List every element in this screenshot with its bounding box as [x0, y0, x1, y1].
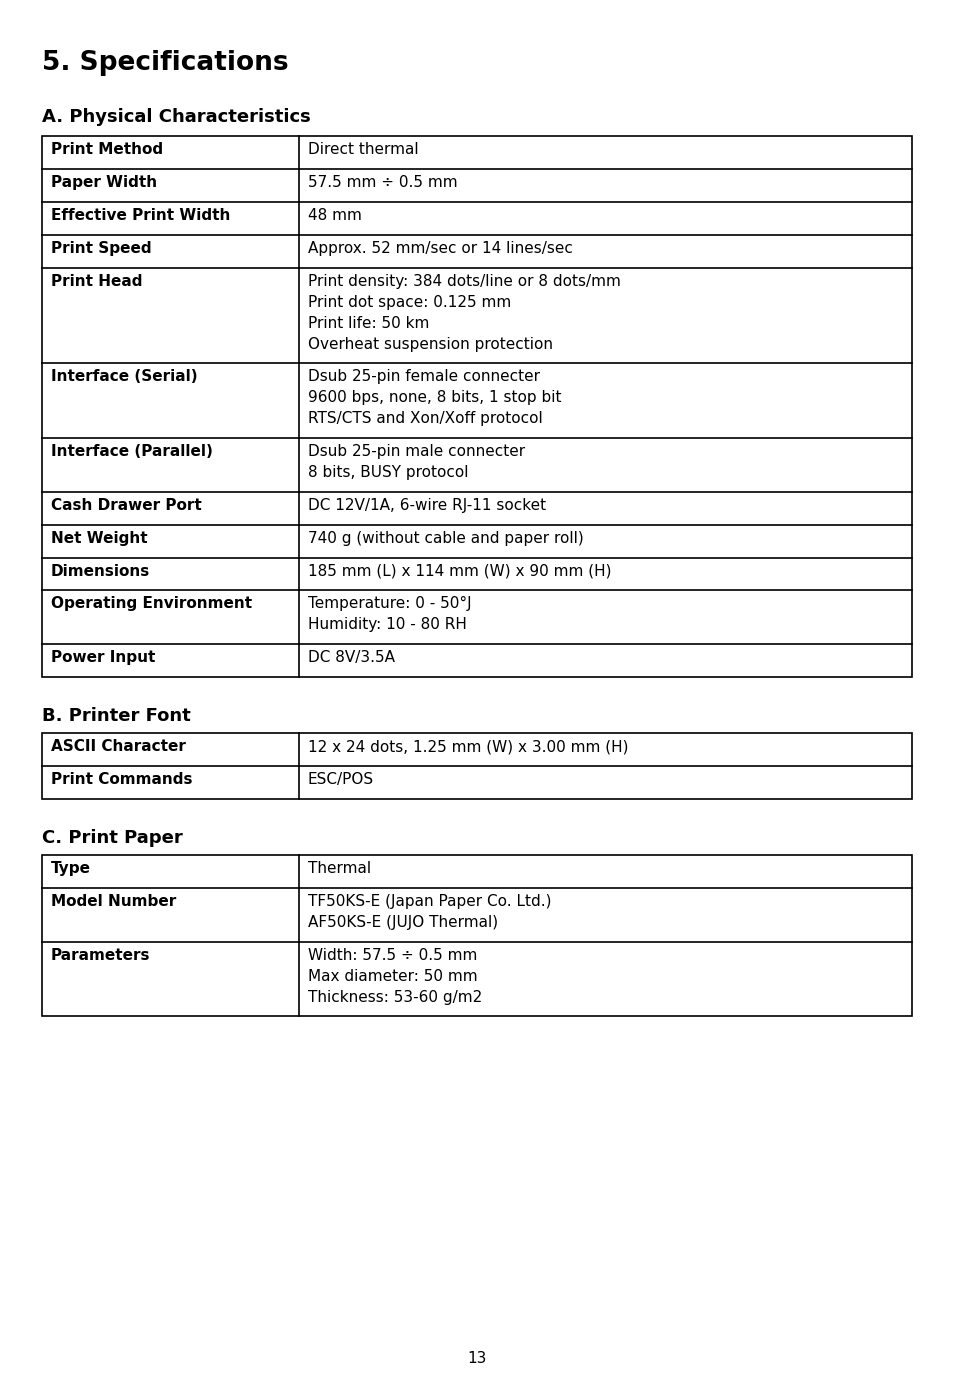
Text: Paper Width: Paper Width [51, 175, 157, 190]
Bar [42, 855, 911, 1016]
Text: Operating Environment: Operating Environment [51, 597, 252, 611]
Text: Print Method: Print Method [51, 142, 163, 157]
Text: Thermal: Thermal [307, 861, 371, 876]
Text: B. Printer Font: B. Printer Font [42, 706, 191, 725]
Text: Print density: 384 dots/line or 8 dots/mm
Print dot space: 0.125 mm
Print life: : Print density: 384 dots/line or 8 dots/m… [307, 273, 619, 351]
Text: Interface (Serial): Interface (Serial) [51, 369, 197, 384]
Text: 12 x 24 dots, 1.25 mm (W) x 3.00 mm (H): 12 x 24 dots, 1.25 mm (W) x 3.00 mm (H) [307, 738, 627, 754]
Text: 740 g (without cable and paper roll): 740 g (without cable and paper roll) [307, 530, 583, 545]
Text: Temperature: 0 - 50°J
Humidity: 10 - 80 RH: Temperature: 0 - 50°J Humidity: 10 - 80 … [307, 597, 471, 633]
Text: Print Head: Print Head [51, 273, 142, 289]
Text: TF50KS-E (Japan Paper Co. Ltd.)
AF50KS-E (JUJO Thermal): TF50KS-E (Japan Paper Co. Ltd.) AF50KS-E… [307, 894, 551, 930]
Text: 48 mm: 48 mm [307, 208, 361, 223]
Text: Width: 57.5 ÷ 0.5 mm
Max diameter: 50 mm
Thickness: 53-60 g/m2: Width: 57.5 ÷ 0.5 mm Max diameter: 50 mm… [307, 948, 481, 1005]
Text: Direct thermal: Direct thermal [307, 142, 417, 157]
Text: Power Input: Power Input [51, 650, 155, 665]
Text: ASCII Character: ASCII Character [51, 738, 186, 754]
Text: 185 mm (L) x 114 mm (W) x 90 mm (H): 185 mm (L) x 114 mm (W) x 90 mm (H) [307, 564, 611, 579]
Text: Approx. 52 mm/sec or 14 lines/sec: Approx. 52 mm/sec or 14 lines/sec [307, 240, 572, 255]
Text: Interface (Parallel): Interface (Parallel) [51, 444, 213, 459]
Text: Cash Drawer Port: Cash Drawer Port [51, 498, 201, 512]
Text: Print Commands: Print Commands [51, 772, 193, 787]
Text: Dimensions: Dimensions [51, 564, 150, 579]
Text: Effective Print Width: Effective Print Width [51, 208, 230, 223]
Text: DC 8V/3.5A: DC 8V/3.5A [307, 650, 395, 665]
Text: C. Print Paper: C. Print Paper [42, 829, 183, 847]
Text: 57.5 mm ÷ 0.5 mm: 57.5 mm ÷ 0.5 mm [307, 175, 456, 190]
Text: Print Speed: Print Speed [51, 240, 152, 255]
Text: Model Number: Model Number [51, 894, 176, 909]
Text: 13: 13 [467, 1351, 486, 1366]
Text: Dsub 25-pin male connecter
8 bits, BUSY protocol: Dsub 25-pin male connecter 8 bits, BUSY … [307, 444, 524, 480]
Text: 5. Specifications: 5. Specifications [42, 50, 289, 76]
Text: DC 12V/1A, 6-wire RJ-11 socket: DC 12V/1A, 6-wire RJ-11 socket [307, 498, 545, 512]
Bar [42, 136, 911, 677]
Text: ESC/POS: ESC/POS [307, 772, 374, 787]
Text: Type: Type [51, 861, 91, 876]
Text: Parameters: Parameters [51, 948, 151, 963]
Bar [42, 733, 911, 799]
Text: Dsub 25-pin female connecter
9600 bps, none, 8 bits, 1 stop bit
RTS/CTS and Xon/: Dsub 25-pin female connecter 9600 bps, n… [307, 369, 560, 426]
Text: A. Physical Characteristics: A. Physical Characteristics [42, 108, 311, 126]
Text: Net Weight: Net Weight [51, 530, 148, 545]
